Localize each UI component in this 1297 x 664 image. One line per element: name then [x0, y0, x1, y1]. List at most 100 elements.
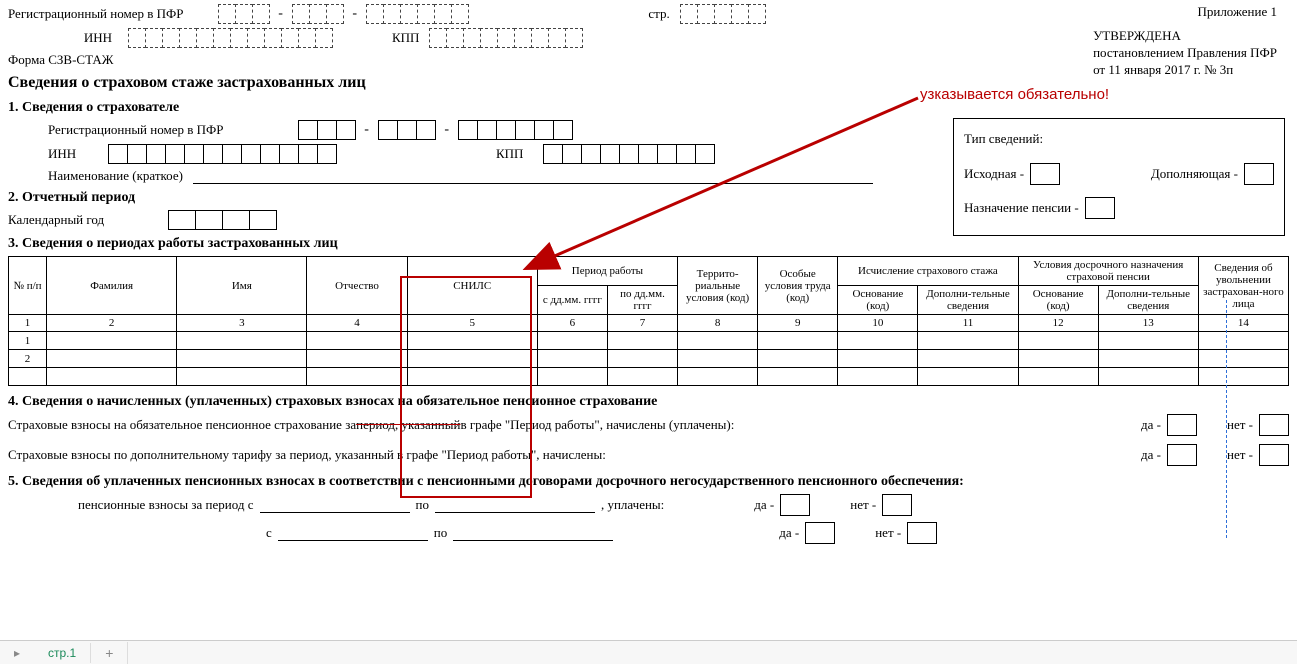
year-cell[interactable]: [249, 210, 277, 230]
cell[interactable]: [1098, 332, 1198, 350]
inn-cell[interactable]: [196, 28, 214, 48]
cell[interactable]: [918, 350, 1018, 368]
s1-kpp-cell[interactable]: [600, 144, 620, 164]
s5-to2[interactable]: [453, 525, 613, 541]
s1-inn-cell[interactable]: [222, 144, 242, 164]
s4-yes2-box[interactable]: [1167, 444, 1197, 466]
kpp-cell[interactable]: [463, 28, 481, 48]
kpp-cell[interactable]: [480, 28, 498, 48]
s1-inn-cell[interactable]: [184, 144, 204, 164]
s1-inn-cell[interactable]: [298, 144, 318, 164]
s1-inn-cell[interactable]: [165, 144, 185, 164]
s5-no2-box[interactable]: [907, 522, 937, 544]
s1-reg-cell[interactable]: [317, 120, 337, 140]
reg-cell[interactable]: [366, 4, 384, 24]
s1-reg-cell[interactable]: [553, 120, 573, 140]
cell[interactable]: [537, 368, 607, 386]
inn-cell[interactable]: [315, 28, 333, 48]
cell[interactable]: [838, 368, 918, 386]
page-cell[interactable]: [731, 4, 749, 24]
s1-kpp-cell[interactable]: [638, 144, 658, 164]
s1-kpp-cell[interactable]: [562, 144, 582, 164]
cell[interactable]: [607, 332, 677, 350]
reg-cell[interactable]: [383, 4, 401, 24]
s1-inn-cell[interactable]: [260, 144, 280, 164]
cell[interactable]: [177, 350, 307, 368]
cell[interactable]: [537, 332, 607, 350]
s1-inn-cell[interactable]: [146, 144, 166, 164]
cell[interactable]: [1018, 332, 1098, 350]
cell[interactable]: [1018, 368, 1098, 386]
reg-cell[interactable]: [434, 4, 452, 24]
s1-inn-cell[interactable]: [203, 144, 223, 164]
reg-cell[interactable]: [235, 4, 253, 24]
inn-cell[interactable]: [298, 28, 316, 48]
s1-reg-cell[interactable]: [416, 120, 436, 140]
cell[interactable]: [758, 332, 838, 350]
inn-cell[interactable]: [128, 28, 146, 48]
inn-cell[interactable]: [264, 28, 282, 48]
s1-kpp-cell[interactable]: [676, 144, 696, 164]
reg-cell[interactable]: [218, 4, 236, 24]
s4-yes1-box[interactable]: [1167, 414, 1197, 436]
year-cell[interactable]: [195, 210, 223, 230]
s5-no1-box[interactable]: [882, 494, 912, 516]
kpp-cell[interactable]: [429, 28, 447, 48]
reg-cell[interactable]: [326, 4, 344, 24]
s5-from2[interactable]: [278, 525, 428, 541]
s1-reg-cell[interactable]: [378, 120, 398, 140]
cell[interactable]: [838, 332, 918, 350]
cell[interactable]: [177, 368, 307, 386]
cell[interactable]: [1198, 332, 1288, 350]
cell[interactable]: [1098, 368, 1198, 386]
year-cell[interactable]: [222, 210, 250, 230]
cell[interactable]: [607, 368, 677, 386]
cell[interactable]: [407, 368, 537, 386]
cell[interactable]: [678, 350, 758, 368]
reg-cell[interactable]: [292, 4, 310, 24]
s1-kpp-cell[interactable]: [619, 144, 639, 164]
cell[interactable]: [607, 350, 677, 368]
cell[interactable]: [307, 332, 407, 350]
typebox-check3[interactable]: [1085, 197, 1115, 219]
s1-kpp-cell[interactable]: [581, 144, 601, 164]
add-sheet-button[interactable]: +: [91, 642, 128, 664]
typebox-check2[interactable]: [1244, 163, 1274, 185]
s1-reg-cell[interactable]: [298, 120, 318, 140]
cell-npp[interactable]: 2: [9, 350, 47, 368]
page-cell[interactable]: [748, 4, 766, 24]
cell[interactable]: [307, 350, 407, 368]
s5-yes1-box[interactable]: [780, 494, 810, 516]
cell[interactable]: [47, 350, 177, 368]
s1-reg-cell[interactable]: [336, 120, 356, 140]
inn-cell[interactable]: [281, 28, 299, 48]
inn-cell[interactable]: [179, 28, 197, 48]
reg-cell[interactable]: [252, 4, 270, 24]
s1-reg-cell[interactable]: [458, 120, 478, 140]
cell[interactable]: [758, 350, 838, 368]
s1-kpp-cell[interactable]: [543, 144, 563, 164]
s1-inn-cell[interactable]: [317, 144, 337, 164]
kpp-cell[interactable]: [531, 28, 549, 48]
s4-no1-box[interactable]: [1259, 414, 1289, 436]
reg-cell[interactable]: [417, 4, 435, 24]
table-row[interactable]: [9, 368, 1289, 386]
inn-cell[interactable]: [230, 28, 248, 48]
s1-inn-cell[interactable]: [279, 144, 299, 164]
table-row[interactable]: 1: [9, 332, 1289, 350]
cell[interactable]: [918, 368, 1018, 386]
cell[interactable]: [1018, 350, 1098, 368]
s1-inn-cell[interactable]: [108, 144, 128, 164]
s5-yes2-box[interactable]: [805, 522, 835, 544]
s1-kpp-cell[interactable]: [657, 144, 677, 164]
typebox-check1[interactable]: [1030, 163, 1060, 185]
cell[interactable]: [47, 368, 177, 386]
cell-npp[interactable]: 1: [9, 332, 47, 350]
cell[interactable]: [678, 332, 758, 350]
s1-kpp-cell[interactable]: [695, 144, 715, 164]
s1-reg-cell[interactable]: [477, 120, 497, 140]
s1-reg-cell[interactable]: [534, 120, 554, 140]
s5-to1[interactable]: [435, 497, 595, 513]
cell[interactable]: [758, 368, 838, 386]
tab-nav-icon[interactable]: ▸: [0, 646, 34, 660]
